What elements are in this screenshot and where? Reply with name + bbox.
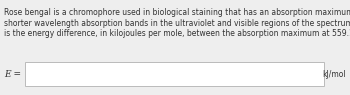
Text: shorter wavelength absorption bands in the ultraviolet and visible regions of th: shorter wavelength absorption bands in t… bbox=[4, 19, 350, 28]
Text: kJ/mol: kJ/mol bbox=[322, 70, 346, 79]
Text: is the energy difference, in kilojoules per mole, between the absorption maximum: is the energy difference, in kilojoules … bbox=[4, 29, 350, 38]
Text: Rose bengal is a chromophore used in biological staining that has an absorption : Rose bengal is a chromophore used in bio… bbox=[4, 8, 350, 17]
FancyBboxPatch shape bbox=[25, 62, 324, 86]
Text: E =: E = bbox=[4, 70, 21, 79]
